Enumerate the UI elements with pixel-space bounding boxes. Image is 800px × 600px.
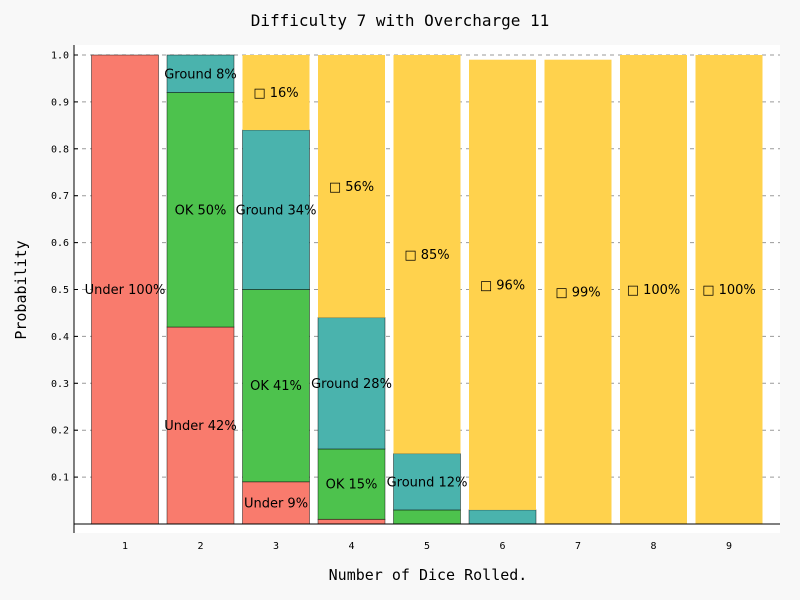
bar-segment-ok (166, 92, 235, 328)
bar-segment-top (469, 59, 536, 510)
x-tick-label: 5 (424, 541, 430, 552)
x-tick-label: 7 (575, 541, 581, 552)
bar-segment-ground (166, 54, 235, 93)
y-tick-label: 0.7 (51, 191, 69, 202)
y-axis-label: Probability (12, 240, 30, 339)
bar-segment-under (91, 54, 159, 525)
bar-segment-ground (242, 129, 310, 290)
chart-title: Difficulty 7 with Overcharge 11 (251, 11, 550, 30)
data-label-ground: Ground 12% (387, 475, 468, 490)
bar-segment-top (242, 55, 310, 131)
x-tick-label: 1 (122, 541, 128, 552)
y-tick-label: 1.0 (51, 51, 69, 62)
y-tick-label: 0.9 (51, 97, 69, 108)
data-label-top: □ 96% (480, 278, 525, 293)
x-tick-label: 6 (499, 541, 505, 552)
data-label-top: □ 100% (702, 283, 756, 298)
bar-segment-top (695, 55, 763, 524)
bar-segment-under (317, 518, 386, 525)
data-label-ground: Ground 34% (236, 203, 317, 218)
data-label-top: □ 56% (329, 180, 374, 195)
bar-segment-ok (242, 289, 310, 483)
x-tick-label: 9 (726, 541, 732, 552)
bar-segment-under (166, 326, 235, 525)
data-label-ground: Ground 28% (311, 377, 392, 392)
y-tick-label: 0.3 (51, 379, 69, 390)
data-label-top: □ 99% (555, 285, 600, 300)
data-label-top: □ 100% (627, 283, 681, 298)
x-ticks-group: 1 2 3 4 5 6 7 8 9 (122, 541, 732, 552)
bar-segment-ground (317, 317, 386, 450)
y-tick-label: 0.8 (51, 144, 69, 155)
bar-segment-top (318, 55, 385, 318)
data-label-under: Under 100% (85, 283, 166, 298)
bars-group (91, 54, 763, 525)
bar-segment-top (620, 55, 687, 524)
x-tick-label: 3 (273, 541, 279, 552)
data-label-top: □ 85% (404, 248, 449, 263)
y-tick-label: 0.1 (51, 473, 69, 484)
bar-segment-ground (393, 453, 461, 511)
bar-segment-top (393, 55, 461, 454)
bar-segment-top (544, 59, 612, 524)
y-tick-label: 0.6 (51, 238, 69, 249)
data-label-under: Under 42% (164, 419, 236, 434)
data-label-ok: OK 41% (250, 379, 302, 394)
bar-segment-ok (317, 448, 386, 520)
data-label-ok: OK 50% (175, 203, 227, 218)
y-tick-label: 0.2 (51, 426, 69, 437)
x-tick-label: 4 (348, 541, 354, 552)
y-tick-label: 0.5 (51, 285, 69, 296)
bar-segment-under (242, 481, 310, 525)
x-tick-label: 8 (650, 541, 656, 552)
data-label-ground: Ground 8% (164, 67, 237, 82)
bar-segment-ok (393, 509, 461, 525)
x-tick-label: 2 (197, 541, 203, 552)
segment-labels-group: Under 100% Under 42% OK 50% Ground 8% Under … (85, 67, 756, 511)
bar-segment-ground (468, 509, 537, 525)
y-tick-label: 0.4 (51, 332, 69, 343)
data-label-under: Under 9% (244, 496, 308, 511)
data-label-ok: OK 15% (326, 478, 378, 493)
data-label-top: □ 16% (253, 86, 298, 101)
x-axis-label: Number of Dice Rolled. (329, 566, 528, 584)
y-ticks-group: 0.1 0.2 0.3 0.4 0.5 0.6 0.7 0.8 0.9 1.0 (51, 51, 78, 484)
